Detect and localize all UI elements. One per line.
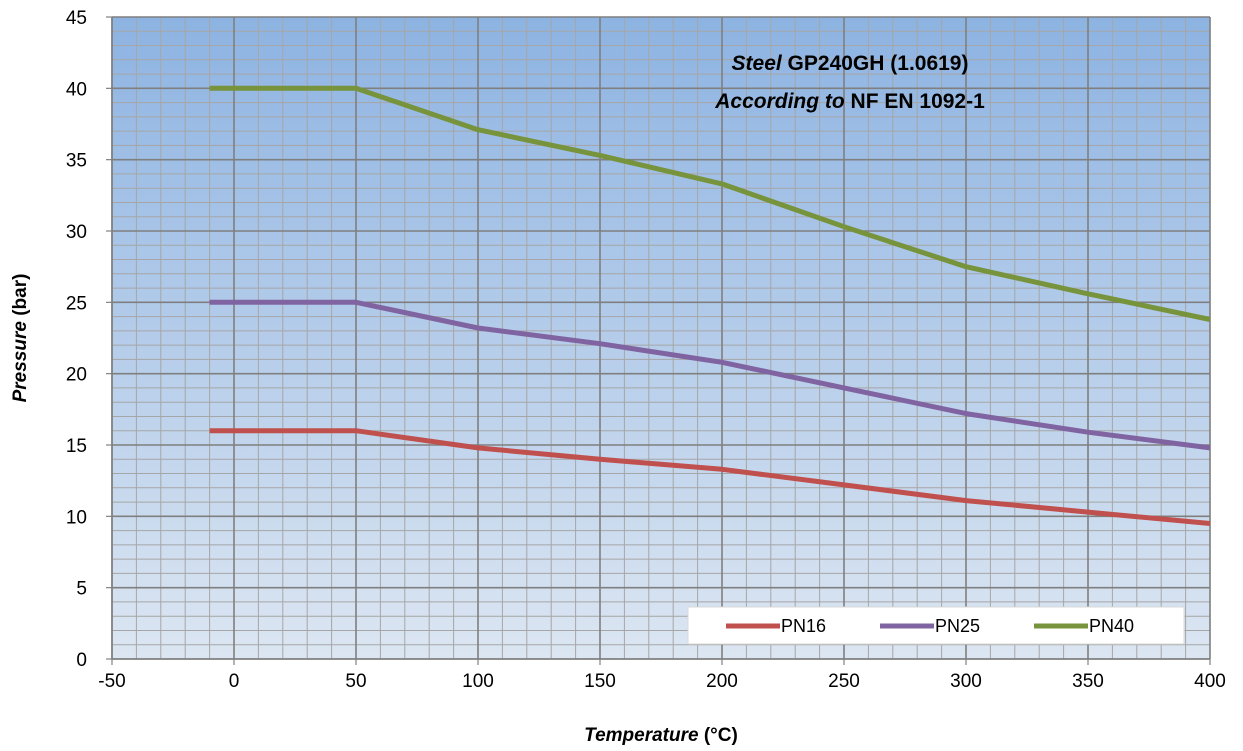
y-tick-label: 15: [66, 436, 87, 457]
plot-area: [112, 17, 1210, 659]
y-tick-label: 10: [66, 507, 87, 528]
legend-label-pn40: PN40: [1089, 616, 1134, 636]
annotation-line-2: According to NF EN 1092-1: [714, 90, 985, 113]
x-tick-label: 250: [828, 671, 860, 692]
y-tick-label: 20: [66, 365, 87, 386]
y-tick-label: 45: [66, 8, 87, 29]
y-tick-label: 5: [76, 579, 87, 600]
x-tick-label: 300: [950, 671, 982, 692]
y-tick-label: 25: [66, 293, 87, 314]
y-tick-label: 30: [66, 222, 87, 243]
x-tick-label: 400: [1194, 671, 1226, 692]
x-tick-label: -50: [98, 671, 125, 692]
y-tick-label: 40: [66, 79, 87, 100]
x-tick-label: 100: [462, 671, 494, 692]
x-axis-title: Temperature (°C): [584, 725, 738, 746]
annotation-line-1: Steel GP240GH (1.0619): [732, 52, 969, 75]
y-tick-label: 0: [76, 650, 87, 671]
x-tick-label: 200: [706, 671, 738, 692]
y-axis-title: Pressure (bar): [10, 274, 31, 403]
legend-label-pn25: PN25: [935, 616, 980, 636]
legend-label-pn16: PN16: [781, 616, 826, 636]
x-tick-label: 350: [1072, 671, 1104, 692]
legend: PN16 PN25 PN40: [688, 607, 1184, 644]
x-tick-label: 150: [584, 671, 616, 692]
x-tick-label: 0: [229, 671, 240, 692]
x-tick-label: 50: [345, 671, 366, 692]
y-tick-label: 35: [66, 151, 87, 172]
